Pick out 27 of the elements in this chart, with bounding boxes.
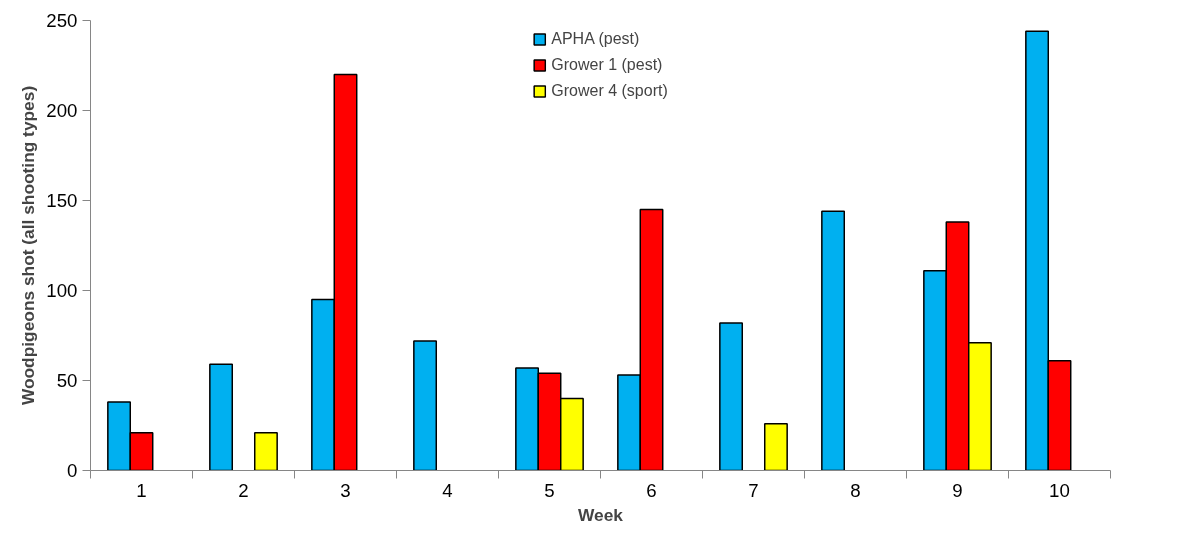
x-tick-label: 2 xyxy=(238,479,249,501)
x-tick-label: 3 xyxy=(340,479,351,501)
bar xyxy=(719,322,744,471)
bar xyxy=(253,431,278,471)
x-tick-label: 4 xyxy=(442,479,453,501)
legend-label: Grower 1 (pest) xyxy=(551,56,663,74)
legend-label: Grower 4 (sport) xyxy=(551,82,668,100)
y-tick-label: 100 xyxy=(46,280,78,301)
y-tick-label: 50 xyxy=(56,370,78,391)
x-tick-label: 7 xyxy=(748,479,759,501)
bar xyxy=(763,422,788,471)
x-tick-label: 6 xyxy=(646,479,657,501)
x-tick-label: 5 xyxy=(544,479,555,501)
x-tick-label: 8 xyxy=(850,479,861,501)
bar xyxy=(413,340,438,471)
x-tick-label: 9 xyxy=(952,479,963,501)
y-tick-label: 250 xyxy=(46,10,78,31)
x-axis-title: Week xyxy=(578,504,624,525)
x-tick-label: 1 xyxy=(136,479,147,501)
bar xyxy=(821,210,846,471)
y-axis-title: Woodpigeons shot (all shooting types) xyxy=(18,85,39,406)
y-tick-label: 200 xyxy=(46,100,78,121)
y-tick-label: 0 xyxy=(67,460,78,481)
x-tick-label: 10 xyxy=(1049,479,1070,501)
y-tick-label: 150 xyxy=(46,190,78,211)
bar xyxy=(209,363,234,471)
legend-label: APHA (pest) xyxy=(551,30,640,48)
